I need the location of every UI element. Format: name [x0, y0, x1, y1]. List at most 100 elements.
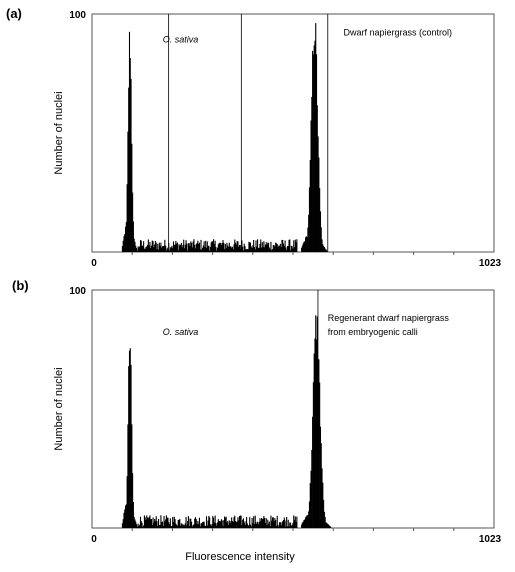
histogram-bar — [147, 517, 149, 528]
histogram-bar — [307, 515, 309, 528]
histogram-bar — [222, 526, 224, 528]
histogram-bar — [323, 499, 325, 528]
histogram-bar — [219, 521, 221, 528]
histogram-bar — [202, 247, 204, 252]
histogram-bar — [131, 143, 133, 252]
histogram-bar — [234, 515, 236, 528]
histogram-bar — [186, 525, 188, 528]
histogram-bar — [215, 523, 217, 528]
histogram-bar — [127, 424, 129, 528]
histogram-bar — [222, 240, 224, 252]
histogram-bar — [239, 245, 241, 252]
histogram-bar — [213, 517, 215, 528]
histogram-bar — [144, 248, 146, 252]
histogram-bar — [236, 241, 238, 252]
histogram-bar — [175, 240, 177, 252]
histogram-bar — [271, 520, 273, 528]
histogram-bar — [316, 316, 318, 528]
histogram-bar — [171, 245, 173, 252]
histogram-bar — [192, 525, 194, 528]
histogram-bar — [224, 516, 226, 528]
histogram-bar — [313, 353, 315, 528]
histogram-bar — [202, 522, 204, 528]
histogram-bar — [220, 521, 222, 528]
histogram-bar — [135, 521, 137, 528]
histogram-bar — [221, 243, 223, 252]
histogram-bar — [196, 242, 198, 252]
histogram-bar — [207, 520, 209, 528]
histogram-bar — [229, 246, 231, 252]
histogram-bar — [267, 519, 269, 528]
histogram-bar — [250, 246, 252, 252]
histogram-bar — [251, 248, 253, 252]
histogram-bar — [320, 227, 322, 252]
histogram-bar — [143, 241, 145, 252]
plot-frame — [91, 289, 495, 529]
histogram-bar — [291, 525, 293, 528]
histogram-bar — [137, 246, 139, 252]
histogram-bar — [296, 516, 298, 528]
histogram-bar — [190, 241, 192, 252]
histogram-bar — [194, 244, 196, 252]
histogram-bar — [203, 241, 205, 252]
histogram-bar — [125, 504, 127, 528]
histogram-bar — [276, 515, 278, 528]
histogram-bar — [270, 515, 272, 528]
histogram-bar — [169, 247, 171, 252]
histogram-bar — [241, 240, 243, 252]
histogram-bar — [227, 245, 229, 252]
histogram-bar — [304, 237, 307, 252]
histogram-bar — [323, 247, 325, 252]
histogram-bar — [148, 517, 150, 528]
histogram-bar — [169, 524, 171, 528]
histogram-bar — [279, 522, 281, 528]
histogram-bar — [165, 515, 167, 528]
histogram-bar — [180, 242, 182, 252]
histogram-bar — [159, 524, 161, 528]
histogram-bar — [230, 521, 232, 528]
histogram-bar — [170, 247, 172, 252]
histogram-bar — [182, 525, 184, 528]
histogram-bar — [260, 239, 262, 252]
histogram-bar — [239, 515, 241, 528]
histogram-bar — [128, 87, 130, 252]
histogram-bar — [290, 522, 292, 528]
plot-frame — [91, 13, 495, 253]
histogram-bar — [246, 516, 248, 528]
histogram-bar — [306, 515, 308, 528]
histogram-bar — [271, 250, 273, 252]
histogram-bar — [154, 518, 156, 528]
histogram-bar — [205, 240, 207, 252]
histogram-bar — [218, 520, 220, 528]
histogram-bar — [319, 211, 322, 252]
histogram-bar — [150, 245, 153, 252]
histogram-bar — [243, 523, 245, 528]
histogram-bar — [145, 519, 147, 528]
histogram-bar — [153, 247, 155, 252]
histogram-bar — [141, 522, 143, 528]
histogram-bar — [236, 521, 238, 528]
histogram-bar — [293, 247, 296, 252]
histogram-bar — [158, 242, 160, 252]
histogram-bar — [264, 517, 266, 528]
histogram-bar — [155, 516, 157, 528]
histogram-bar — [308, 187, 310, 252]
histogram-bar — [286, 250, 288, 252]
histogram-bar — [268, 523, 270, 528]
histogram-bar — [246, 249, 248, 252]
histogram-bar — [282, 521, 284, 528]
histogram-bar — [150, 519, 152, 528]
panel-label: (a) — [6, 6, 22, 21]
histogram-bar — [326, 522, 328, 528]
histogram-bar — [123, 236, 125, 252]
histogram-bar — [260, 521, 262, 528]
histogram-bar — [132, 192, 134, 252]
histogram-bar — [179, 519, 181, 528]
histogram-bar — [304, 241, 306, 252]
histogram-bar — [154, 240, 156, 252]
histogram-bar — [257, 239, 259, 252]
histogram-bar — [242, 518, 244, 528]
histogram-bar — [180, 523, 182, 528]
histogram-bar — [164, 521, 166, 528]
histogram-bar — [186, 243, 188, 252]
